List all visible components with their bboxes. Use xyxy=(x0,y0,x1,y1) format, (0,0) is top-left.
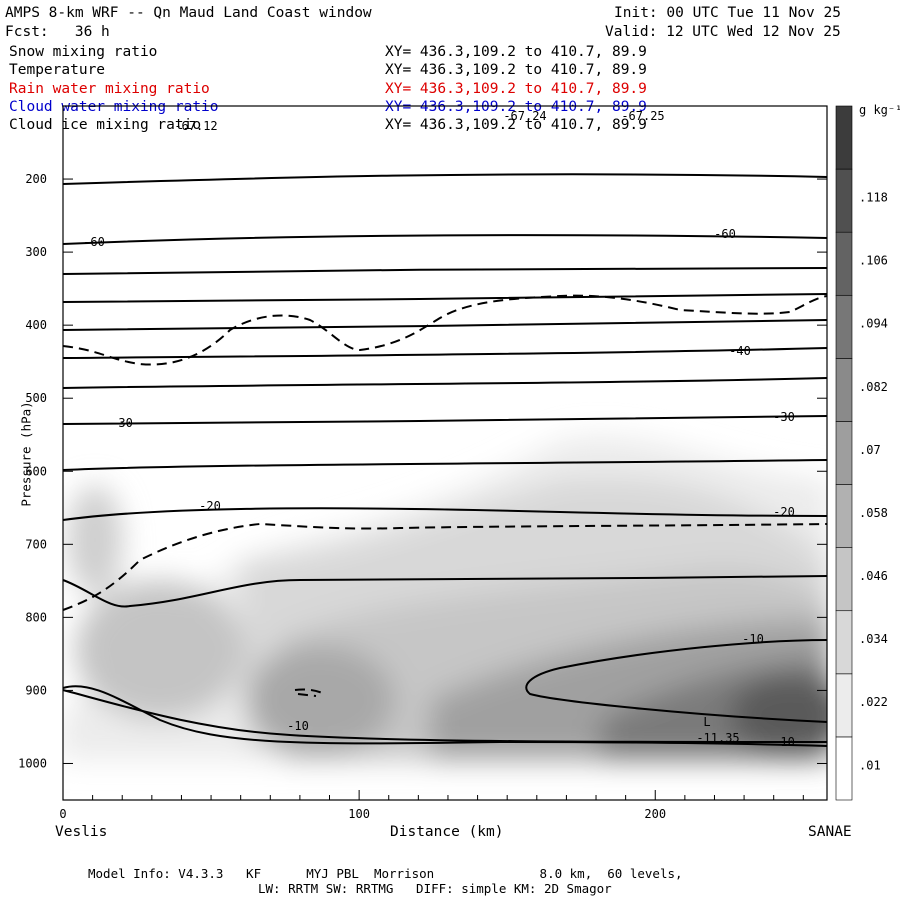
contour-label: -67.12 xyxy=(174,119,217,133)
y-tick-label: 200 xyxy=(25,172,47,186)
forecast-hour: Fcst: 36 h xyxy=(5,24,110,40)
x-axis: 0 100 200 xyxy=(59,790,804,821)
field-name: Temperature xyxy=(9,62,106,79)
plot-frame xyxy=(62,105,828,801)
colorbar-bin xyxy=(835,547,853,612)
mixing-ratio-shading xyxy=(63,435,827,760)
y-tick-label: 400 xyxy=(25,318,47,332)
contour-label: -67.24 xyxy=(503,109,546,123)
contour-label: -10 xyxy=(287,719,309,733)
field-name: Cloud ice mixing ratio xyxy=(9,117,202,134)
colorbar-bin xyxy=(835,673,853,738)
field-xy: XY= 436.3,109.2 to 410.7, 89.9 xyxy=(385,117,647,134)
valid-time: Valid: 12 UTC Wed 12 Nov 25 xyxy=(605,24,841,40)
field-xy: XY= 436.3,109.2 to 410.7, 89.9 xyxy=(385,80,647,97)
colorbar-tick-label: .118 xyxy=(859,190,888,204)
colorbar-bin xyxy=(835,736,853,801)
contour-label: L xyxy=(703,715,710,729)
colorbar-tick-label: .034 xyxy=(859,632,888,646)
contour-label: -30 xyxy=(111,416,133,430)
colorbar-bin xyxy=(835,358,853,422)
field-xy: XY= 436.3,109.2 to 410.7, 89.9 xyxy=(385,44,647,60)
contour-label: -10 xyxy=(742,632,764,646)
colorbar-bin xyxy=(835,421,853,485)
colorbar-tick-label: .022 xyxy=(859,695,888,709)
y-tick-label: 900 xyxy=(25,683,47,697)
colorbar-bin xyxy=(835,105,853,170)
x-tick-label: 200 xyxy=(644,807,666,821)
y-tick-label: 700 xyxy=(25,537,47,551)
temperature-contours xyxy=(62,173,828,747)
colorbar-bin xyxy=(835,168,853,233)
colorbar-bin xyxy=(835,231,853,296)
field-xy: XY= 436.3,109.2 to 410.7, 89.9 xyxy=(385,62,647,79)
contour-label: -30 xyxy=(773,410,795,424)
contour-label: -20 xyxy=(199,499,221,513)
contour-label: -11.35 xyxy=(696,731,739,745)
contour-label: -60 xyxy=(83,235,105,249)
colorbar-unit: g kg⁻¹ xyxy=(859,103,900,117)
init-time: Init: 00 UTC Tue 11 Nov 25 xyxy=(614,5,841,21)
colorbar-tick-label: .07 xyxy=(859,443,881,457)
colorbar-bin xyxy=(835,484,853,548)
colorbar-tick-label: .058 xyxy=(859,506,888,520)
field-xy: XY= 436.3,109.2 to 410.7, 89.9 xyxy=(385,98,647,115)
colorbar-tick-label: .106 xyxy=(859,254,888,268)
right-endpoint-label: SANAE xyxy=(808,824,852,840)
model-info-line2: LW: RRTM SW: RRTMG DIFF: simple KM: 2D S… xyxy=(258,881,612,896)
field-name: Rain water mixing ratio xyxy=(9,80,210,97)
colorbar-tick-label: .046 xyxy=(859,569,888,583)
y-axis: 200 300 400 500 600 700 800 900 1000 xyxy=(18,172,827,770)
contour-label: -67.25 xyxy=(621,109,664,123)
y-axis-title: Pressure (hPa) xyxy=(18,401,34,507)
contour-label: -40 xyxy=(729,344,751,358)
contour-labels: -60 -60 -40 -30 -30 -20 -20 -10 -10 -10 -67.24 -67.… xyxy=(83,109,795,749)
colorbar-tick-label: .094 xyxy=(859,317,888,331)
colorbar-tick-label: .01 xyxy=(859,758,881,772)
colorbar-bin xyxy=(835,610,853,675)
field-name: Snow mixing ratio xyxy=(9,44,158,60)
contour-label: -10 xyxy=(773,735,795,749)
model-info-line1: Model Info: V4.3.3 KF MYJ PBL Morrison 8… xyxy=(88,866,683,881)
title: AMPS 8-km WRF -- Qn Maud Land Coast wind… xyxy=(5,5,372,21)
colorbar-bin xyxy=(835,294,853,359)
dashed-contours xyxy=(62,294,828,697)
contour-label: -60 xyxy=(714,227,736,241)
contour-label: -20 xyxy=(773,505,795,519)
colorbar: .01 .022 .034 .046 .058 .07 .082 .094 .106 .118 g … xyxy=(835,103,900,801)
x-axis-title: Distance (km) xyxy=(390,824,504,840)
y-tick-label: 600 xyxy=(25,464,47,478)
y-tick-label: 300 xyxy=(25,245,47,259)
x-tick-label: 100 xyxy=(348,807,370,821)
x-tick-label: 0 xyxy=(59,807,66,821)
left-endpoint-label: Veslis xyxy=(55,824,108,840)
y-tick-label: 800 xyxy=(25,610,47,624)
y-tick-label: 500 xyxy=(25,391,47,405)
field-name: Cloud water mixing ratio xyxy=(9,98,219,115)
colorbar-tick-label: .082 xyxy=(859,380,888,394)
y-tick-label: 1000 xyxy=(18,756,47,770)
